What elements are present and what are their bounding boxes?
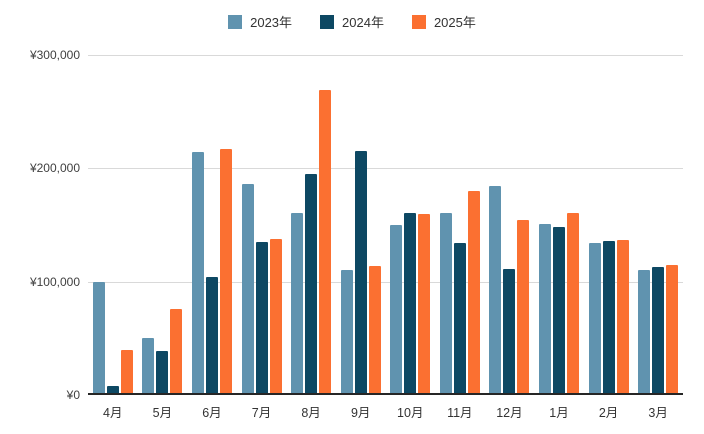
legend-swatch-2023-icon [228,14,243,29]
gridline [88,168,683,170]
bar[interactable] [489,186,502,395]
month-group: 3月 [638,55,679,420]
bar[interactable] [439,212,452,395]
bar[interactable] [368,265,381,395]
bar-cluster [142,55,183,395]
legend-swatch-2025-icon [411,14,426,29]
legend-item-2023[interactable]: 2023年 [228,12,292,31]
x-axis-label: 12月 [496,406,523,420]
bar[interactable] [418,213,431,395]
x-axis-line [88,393,683,395]
y-axis: ¥300,000 ¥200,000 ¥100,000 ¥0 [0,48,80,402]
y-axis-label: ¥200,000 [29,161,80,176]
y-axis-label: ¥0 [66,388,80,402]
bar[interactable] [205,277,218,395]
bar[interactable] [354,151,367,395]
legend-label-2024: 2024年 [342,15,384,30]
bar-cluster [291,55,332,395]
x-axis-label: 10月 [397,406,424,420]
bar[interactable] [319,90,332,395]
month-group: 11月 [439,55,480,420]
bar-cluster [191,55,232,395]
legend-label-2023: 2023年 [250,15,293,30]
month-group: 6月 [191,55,232,420]
bar[interactable] [170,308,183,395]
bar-cluster [340,55,381,395]
y-axis-label: ¥300,000 [29,48,80,62]
bar[interactable] [538,223,551,395]
bar[interactable] [120,349,133,395]
bar[interactable] [467,191,480,395]
month-group: 9月 [340,55,381,420]
bar-cluster [538,55,579,395]
bar-cluster [92,55,133,395]
month-group: 5月 [142,55,183,420]
y-axis-label: ¥100,000 [29,274,80,289]
bar[interactable] [517,220,530,395]
gridline [88,55,683,56]
bar[interactable] [291,212,304,395]
x-axis-label: 7月 [251,406,272,420]
bar-cluster [439,55,480,395]
x-axis-label: 6月 [202,406,222,420]
month-group: 4月 [92,55,133,420]
month-group: 1月 [538,55,579,420]
bar[interactable] [106,385,119,395]
x-axis-label: 8月 [301,406,321,420]
gridline [88,281,683,283]
bar[interactable] [602,240,615,395]
bar[interactable] [652,266,665,395]
month-group: 2月 [588,55,629,420]
bar[interactable] [269,238,282,395]
x-axis-label: 11月 [447,406,473,420]
x-axis-label: 3月 [648,406,668,420]
bar[interactable] [390,225,403,395]
month-group: 7月 [241,55,282,420]
bar-cluster [489,55,530,395]
bar[interactable] [219,149,232,395]
bar[interactable] [255,242,268,395]
bar[interactable] [566,212,579,395]
legend-item-2025[interactable]: 2025年 [411,12,476,31]
legend-swatch-2024-icon [320,14,335,29]
legend-item-2024[interactable]: 2024年 [320,12,384,31]
bar[interactable] [616,239,629,395]
bar[interactable] [588,243,601,395]
x-axis-label: 5月 [152,406,173,420]
bar-cluster [638,55,679,395]
bar[interactable] [241,184,254,395]
bar[interactable] [503,269,516,395]
month-group: 12月 [489,55,530,420]
bar[interactable] [92,281,105,395]
bar[interactable] [340,270,353,395]
plot-groups: 4月 5月 6月 7月 8月 9月 10月 11月 12月 1月 2月 3月 [88,55,683,420]
bar-cluster [588,55,629,395]
bar[interactable] [305,174,318,395]
x-axis-label: 4月 [103,406,123,420]
bar[interactable] [191,152,204,395]
month-group: 8月 [291,55,332,420]
legend-label-2025: 2025年 [433,15,476,30]
bar[interactable] [453,243,466,395]
legend: 2023年 2024年 2025年 [0,12,704,31]
bar-cluster [241,55,282,395]
month-group: 10月 [390,55,431,420]
bar[interactable] [404,212,417,395]
x-axis-label: 2月 [598,406,619,420]
x-axis-label: 9月 [350,406,371,420]
plot-area: 4月 5月 6月 7月 8月 9月 10月 11月 12月 1月 2月 3月 [88,55,683,420]
bar[interactable] [552,227,565,395]
bar[interactable] [666,264,679,395]
bar[interactable] [142,338,155,395]
bar[interactable] [156,350,169,395]
bar-cluster [390,55,431,395]
x-axis-label: 1月 [549,406,569,420]
bar[interactable] [638,270,651,395]
